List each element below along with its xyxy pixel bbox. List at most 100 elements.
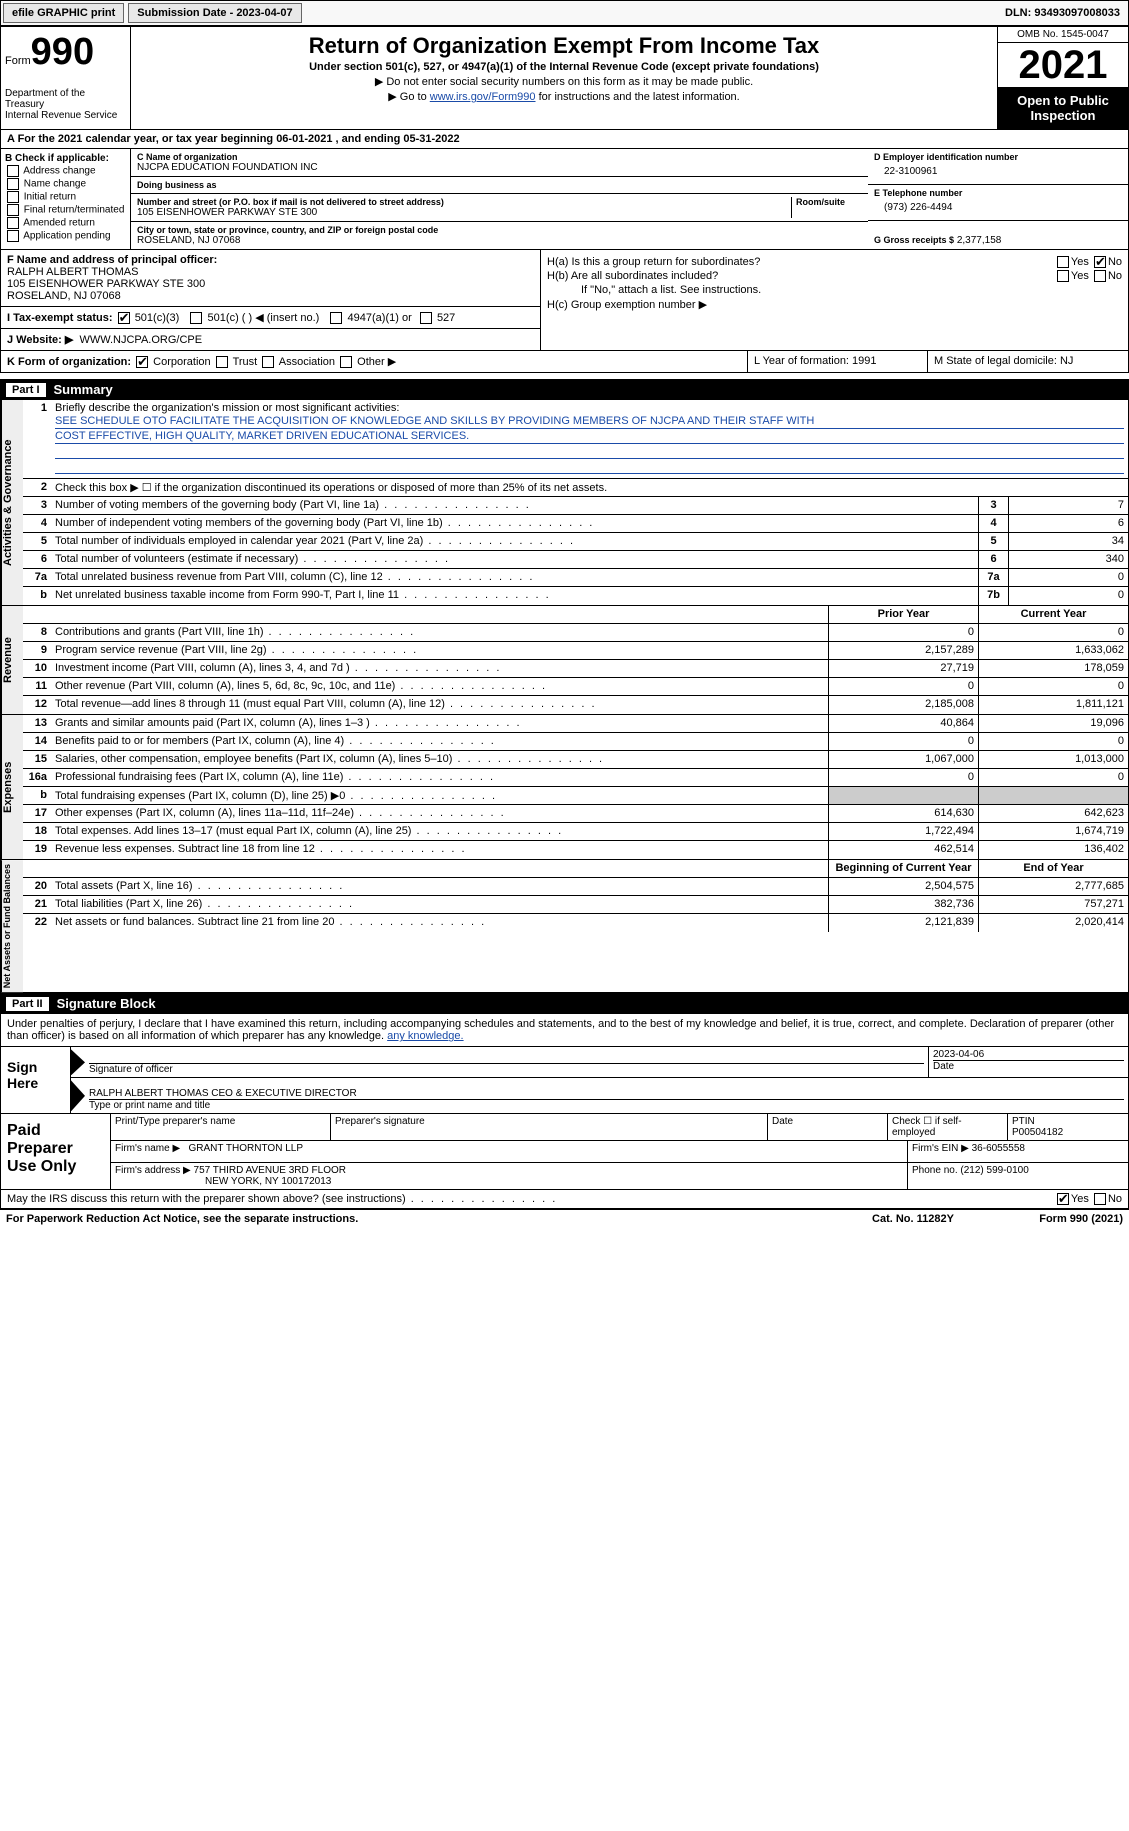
- tel-label: E Telephone number: [874, 188, 1122, 198]
- check-app-pending[interactable]: Application pending: [5, 230, 126, 242]
- city-value: ROSELAND, NJ 07068: [137, 235, 862, 246]
- summary-row: 15Salaries, other compensation, employee…: [23, 751, 1128, 769]
- instruction-1: ▶ Do not enter social security numbers o…: [135, 75, 993, 88]
- room-label: Room/suite: [796, 197, 862, 207]
- firm-addr2: NEW YORK, NY 100172013: [115, 1176, 331, 1187]
- ha-yes[interactable]: [1057, 256, 1069, 268]
- city-label: City or town, state or province, country…: [137, 225, 862, 235]
- instruction-2-post: for instructions and the latest informat…: [536, 91, 740, 103]
- check-corp[interactable]: [136, 356, 148, 368]
- sign-here-block: Sign Here Signature of officer 2023-04-0…: [0, 1047, 1129, 1114]
- paid-h4: Check ☐ if self-employed: [888, 1114, 1008, 1140]
- summary-row: 18Total expenses. Add lines 13–17 (must …: [23, 823, 1128, 841]
- f-name: RALPH ALBERT THOMAS: [7, 266, 138, 278]
- ha-text: H(a) Is this a group return for subordin…: [547, 256, 1055, 268]
- street-value: 105 EISENHOWER PARKWAY STE 300: [137, 207, 787, 218]
- twocol-header: Prior Year Current Year: [23, 606, 1128, 624]
- dba-label: Doing business as: [137, 180, 862, 190]
- check-address-change[interactable]: Address change: [5, 165, 126, 177]
- summary-row: 19Revenue less expenses. Subtract line 1…: [23, 841, 1128, 859]
- row-j: J Website: ▶ WWW.NJCPA.ORG/CPE: [1, 328, 540, 350]
- check-initial-return[interactable]: Initial return: [5, 191, 126, 203]
- part1-num: Part I: [6, 383, 46, 397]
- irs-yes[interactable]: [1057, 1193, 1069, 1205]
- check-other[interactable]: [340, 356, 352, 368]
- irs-no[interactable]: [1094, 1193, 1106, 1205]
- end-year-hdr: End of Year: [978, 860, 1128, 877]
- any-knowledge: any knowledge.: [387, 1030, 463, 1042]
- row-i: I Tax-exempt status: 501(c)(3) 501(c) ( …: [1, 306, 540, 328]
- q1-blank1: [55, 444, 1124, 459]
- part2-header: Part II Signature Block: [0, 993, 1129, 1014]
- paid-h3: Date: [768, 1114, 888, 1140]
- summary-row: 10Investment income (Part VIII, column (…: [23, 660, 1128, 678]
- paid-preparer-label: Paid Preparer Use Only: [1, 1114, 111, 1189]
- begin-year-hdr: Beginning of Current Year: [828, 860, 978, 877]
- ha-no[interactable]: [1094, 256, 1106, 268]
- summary-row: 7aTotal unrelated business revenue from …: [23, 569, 1128, 587]
- gross-value: 2,377,158: [957, 235, 1002, 246]
- summary-row: 16aProfessional fundraising fees (Part I…: [23, 769, 1128, 787]
- part2-num: Part II: [6, 997, 49, 1011]
- check-name-change[interactable]: Name change: [5, 178, 126, 190]
- check-527[interactable]: [420, 312, 432, 324]
- q1-row: 1 Briefly describe the organization's mi…: [23, 400, 1128, 479]
- tab-expenses: Expenses: [1, 715, 23, 859]
- summary-row: 17Other expenses (Part IX, column (A), l…: [23, 805, 1128, 823]
- current-year-hdr: Current Year: [978, 606, 1128, 623]
- tab-netassets: Net Assets or Fund Balances: [1, 860, 23, 992]
- dept-label: Department of the Treasury: [5, 88, 126, 110]
- revenue-section: Revenue Prior Year Current Year 8Contrib…: [0, 606, 1129, 715]
- summary-row: 14Benefits paid to or for members (Part …: [23, 733, 1128, 751]
- q1-line1: SEE SCHEDULE OTO FACILITATE THE ACQUISIT…: [55, 414, 1124, 429]
- sig-date: 2023-04-06 Date: [928, 1047, 1128, 1077]
- submission-date-button[interactable]: Submission Date - 2023-04-07: [128, 3, 301, 23]
- efile-button[interactable]: efile GRAPHIC print: [3, 3, 124, 23]
- summary-row: 22Net assets or fund balances. Subtract …: [23, 914, 1128, 932]
- firm-ein: 36-6055558: [972, 1143, 1025, 1154]
- paid-preparer-block: Paid Preparer Use Only Print/Type prepar…: [0, 1114, 1129, 1190]
- hb-no[interactable]: [1094, 270, 1106, 282]
- q1-blank2: [55, 459, 1124, 474]
- summary-row: bTotal fundraising expenses (Part IX, co…: [23, 787, 1128, 805]
- check-501c3[interactable]: [118, 312, 130, 324]
- ein-row: D Employer identification number 22-3100…: [868, 149, 1128, 185]
- summary-row: 3Number of voting members of the governi…: [23, 497, 1128, 515]
- hb-note: If "No," attach a list. See instructions…: [547, 284, 1122, 296]
- hc-text: H(c) Group exemption number ▶: [547, 298, 1122, 311]
- instruction-2-pre: ▶ Go to: [388, 91, 429, 103]
- summary-row: bNet unrelated business taxable income f…: [23, 587, 1128, 605]
- check-assoc[interactable]: [262, 356, 274, 368]
- checkbox-icon: [7, 204, 19, 216]
- hb-text: H(b) Are all subordinates included?: [547, 270, 1055, 282]
- firm-phone-row: Phone no. (212) 599-0100: [908, 1163, 1128, 1189]
- sig-intro: Under penalties of perjury, I declare th…: [0, 1014, 1129, 1047]
- tab-revenue: Revenue: [1, 606, 23, 714]
- form-title: Return of Organization Exempt From Incom…: [135, 33, 993, 59]
- sig-officer: Signature of officer: [85, 1047, 928, 1077]
- k-label: K Form of organization:: [7, 356, 131, 368]
- check-final-return[interactable]: Final return/terminated: [5, 204, 126, 216]
- irs-link[interactable]: www.irs.gov/Form990: [430, 91, 536, 103]
- arrow-icon: [71, 1080, 85, 1111]
- hb-yes[interactable]: [1057, 270, 1069, 282]
- tel-value: (973) 226-4494: [874, 198, 1122, 217]
- summary-row: 8Contributions and grants (Part VIII, li…: [23, 624, 1128, 642]
- check-trust[interactable]: [216, 356, 228, 368]
- form-header: Form990 Department of the Treasury Inter…: [0, 26, 1129, 130]
- check-4947[interactable]: [330, 312, 342, 324]
- ein-label: D Employer identification number: [874, 152, 1122, 162]
- f-label: F Name and address of principal officer:: [7, 254, 217, 266]
- row-fhij: F Name and address of principal officer:…: [0, 250, 1129, 351]
- irs-q: May the IRS discuss this return with the…: [7, 1193, 1055, 1205]
- part1-header: Part I Summary: [0, 379, 1129, 400]
- summary-row: 9Program service revenue (Part VIII, lin…: [23, 642, 1128, 660]
- check-501c[interactable]: [190, 312, 202, 324]
- tab-activities: Activities & Governance: [1, 400, 23, 605]
- row-f: F Name and address of principal officer:…: [1, 250, 540, 306]
- check-amended-return[interactable]: Amended return: [5, 217, 126, 229]
- irs-label: Internal Revenue Service: [5, 110, 126, 121]
- open-to-public: Open to Public Inspection: [998, 87, 1128, 129]
- part1-title: Summary: [54, 382, 113, 397]
- section-bcd: B Check if applicable: Address change Na…: [0, 149, 1129, 250]
